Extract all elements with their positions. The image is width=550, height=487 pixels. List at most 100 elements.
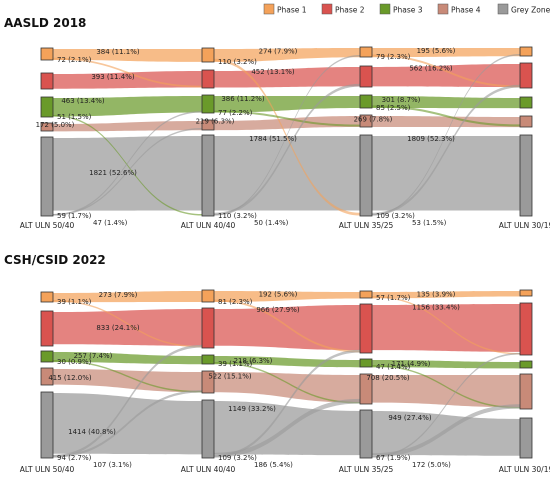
stay-flow-phase-4-stage-2 [372, 375, 520, 408]
panel-aasld: 384 (11.1%) 393 (11.4%) 463 (13.4%) 172 (5.… [20, 46, 550, 230]
node-phase-4-stage-2 [359, 114, 373, 128]
stay-flow-grey-zone-stage-2 [372, 411, 520, 456]
transition-flow-4 [214, 58, 360, 216]
stay-label: 1809 (52.3%) [407, 135, 455, 143]
transition-label: 109 (3.2%) [218, 454, 257, 462]
stay-flow-phase-1-stage-0 [53, 291, 202, 303]
stay-flow-phase-2-stage-2 [372, 64, 520, 87]
legend-label-grey-zone: Grey Zone [511, 6, 550, 15]
stay-flow-grey-zone-stage-2 [372, 136, 520, 211]
transition-label: 72 (2.1%) [57, 56, 92, 64]
transition-flow-0 [53, 57, 202, 88]
node-phase-1-stage-1 [201, 289, 215, 303]
stage-label: ALT ULN 40/40 [181, 465, 236, 474]
node-grey-zone-stage-0 [40, 391, 54, 459]
transition-label: 81 (2.3%) [218, 298, 253, 306]
transition-flow-4 [214, 299, 360, 353]
transition-flow-2 [53, 128, 202, 216]
transition-label: 57 (1.7%) [376, 294, 411, 302]
transition-flow-5 [214, 362, 360, 404]
transition-label: 39 (1.1%) [218, 360, 253, 368]
node-phase-1-stage-1 [201, 47, 215, 63]
stay-label: 192 (5.6%) [259, 291, 298, 299]
node-grey-zone-stage-3 [519, 134, 533, 217]
stay-flow-phase-4-stage-1 [214, 372, 360, 403]
legend: Phase 1 Phase 2 Phase 3 Phase 4 Grey Zone [263, 3, 550, 15]
node-phase-1-stage-3 [519, 46, 533, 57]
transition-flow-10 [372, 352, 520, 458]
legend-swatch-phase-1 [263, 3, 275, 15]
node-phase-1-stage-0 [40, 291, 54, 303]
transition-label: 67 (1.9%) [376, 454, 411, 462]
stay-flow-phase-1-stage-1 [214, 48, 360, 62]
stage-label: ALT ULN 40/40 [181, 221, 236, 230]
stay-flow-phase-4-stage-0 [53, 369, 202, 393]
stay-label: 1414 (40.8%) [68, 428, 116, 436]
transition-flow-6 [214, 349, 360, 458]
stay-label: 1821 (52.6%) [89, 169, 137, 177]
node-phase-2-stage-0 [40, 72, 54, 90]
stay-flow-phase-3-stage-0 [53, 352, 202, 365]
node-phase-2-stage-3 [519, 62, 533, 89]
node-phase-2-stage-1 [201, 69, 215, 89]
stay-label: 966 (27.9%) [256, 306, 300, 314]
stay-label: 301 (8.7%) [382, 96, 421, 104]
stay-flow-phase-4-stage-0 [53, 121, 202, 132]
node-phase-3-stage-0 [40, 350, 54, 363]
transition-flow-1 [53, 115, 202, 216]
node-phase-4-stage-0 [40, 122, 54, 132]
transition-flow-7 [214, 398, 360, 458]
node-phase-2-stage-3 [519, 302, 533, 356]
node-phase-2-stage-2 [359, 65, 373, 88]
stage-label: ALT ULN 35/25 [339, 221, 394, 230]
stay-flow-phase-1-stage-2 [372, 291, 520, 299]
node-grey-zone-stage-1 [201, 134, 215, 217]
node-phase-3-stage-0 [40, 96, 54, 118]
stay-label: 522 (15.1%) [208, 373, 252, 381]
transition-flow-2 [53, 390, 202, 458]
stay-label: 1149 (33.2%) [228, 405, 276, 413]
transition-label: 47 (1.4%) [93, 219, 128, 227]
transition-label: 107 (3.1%) [93, 461, 132, 469]
stay-flow-phase-1-stage-0 [53, 49, 202, 62]
stage-label: ALT ULN 35/25 [339, 465, 394, 474]
stage-label: ALT ULN 50/40 [20, 465, 75, 474]
chart-title-csh: CSH/CSID 2022 [4, 253, 106, 267]
legend-swatch-phase-2 [321, 3, 333, 15]
stay-label: 1784 (51.5%) [249, 135, 297, 143]
node-phase-2-stage-0 [40, 310, 54, 347]
node-phase-3-stage-2 [359, 358, 373, 368]
stay-flow-grey-zone-stage-0 [53, 136, 202, 211]
stay-flow-phase-3-stage-0 [53, 96, 202, 117]
node-phase-4-stage-0 [40, 367, 54, 386]
transition-flow-9 [372, 105, 520, 127]
transition-flow-3 [53, 344, 202, 458]
stay-label: 415 (12.0%) [48, 374, 92, 382]
transition-label: 186 (5.4%) [254, 461, 293, 469]
transition-label: 59 (1.7%) [57, 212, 92, 220]
transition-label: 94 (2.7%) [57, 454, 92, 462]
stay-flow-phase-2-stage-2 [372, 304, 520, 352]
transition-flow-8 [372, 54, 520, 88]
node-phase-1-stage-2 [359, 46, 373, 58]
stay-label: 135 (3.9%) [417, 291, 456, 299]
stay-label: 452 (13.1%) [251, 68, 295, 76]
legend-label-phase-3: Phase 3 [393, 6, 423, 15]
node-grey-zone-stage-0 [40, 136, 54, 217]
panel-csh: 273 (7.9%) 833 (24.1%) 257 (7.4%) 415 (12.0… [20, 289, 550, 474]
transition-flow-8 [372, 296, 520, 355]
stay-label: 219 (6.3%) [196, 118, 235, 126]
transition-label: 47 (1.4%) [376, 363, 411, 371]
transition-label: 79 (2.3%) [376, 53, 411, 61]
stay-label: 269 (7.8%) [354, 116, 393, 124]
transition-flow-3 [53, 111, 202, 216]
stay-label: 1156 (33.4%) [412, 304, 460, 312]
stay-label: 562 (16.2%) [409, 65, 453, 73]
node-phase-4-stage-1 [201, 119, 215, 131]
stay-flow-phase-2-stage-1 [214, 305, 360, 351]
stay-label: 833 (24.1%) [96, 324, 140, 332]
stay-label: 386 (11.2%) [221, 95, 265, 103]
stay-label: 218 (6.3%) [234, 357, 273, 365]
node-phase-4-stage-3 [519, 373, 533, 410]
